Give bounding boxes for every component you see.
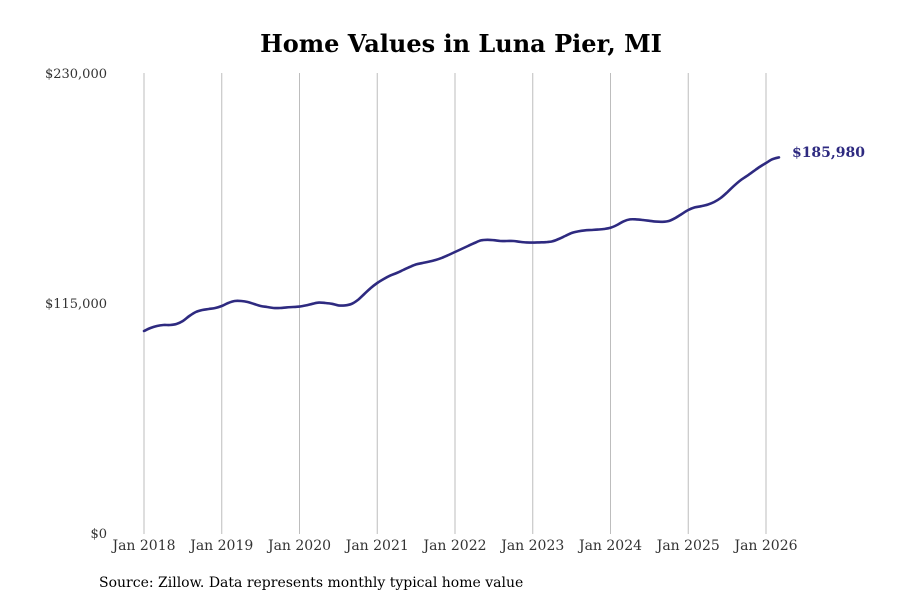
x-axis: Jan 2018 Jan 2019 Jan 2020 Jan 2021 Jan 2022… xyxy=(110,538,797,554)
x-tick-label: Jan 2025 xyxy=(655,538,720,554)
x-tick-label: Jan 2020 xyxy=(266,538,331,554)
source-note: Source: Zillow. Data represents monthly … xyxy=(99,575,523,591)
x-tick-label: Jan 2021 xyxy=(344,538,409,554)
x-tick-label: Jan 2022 xyxy=(421,538,486,554)
x-tick-label: Jan 2019 xyxy=(188,538,253,554)
end-value-label: $185,980 xyxy=(792,145,865,161)
x-tick-label: Jan 2018 xyxy=(110,538,175,554)
y-axis: $0 $115,000 $230,000 xyxy=(45,67,107,542)
y-tick-label: $0 xyxy=(90,527,107,542)
y-tick-label: $230,000 xyxy=(45,67,107,82)
x-tick-label: Jan 2023 xyxy=(499,538,564,554)
gridlines xyxy=(143,73,767,534)
series-line xyxy=(142,156,781,333)
y-tick-label: $115,000 xyxy=(45,297,107,312)
x-tick-label: Jan 2026 xyxy=(732,538,797,554)
chart-title: Home Values in Luna Pier, MI xyxy=(260,29,662,58)
x-tick-label: Jan 2024 xyxy=(577,538,642,554)
